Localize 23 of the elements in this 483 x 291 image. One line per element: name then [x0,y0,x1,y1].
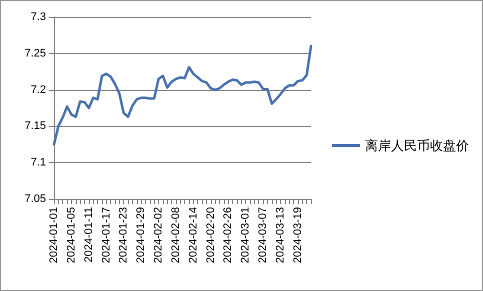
x-tick-label: 2024-02-14 [187,207,200,264]
y-tick-label: 7.15 [24,120,46,132]
x-tick-label: 2024-02-26 [222,207,234,264]
x-tick-label: 2024-03-07 [257,207,270,264]
y-tick-label: 7.3 [30,11,46,23]
y-tick-label: 7.2 [30,84,46,96]
x-tick-label: 2024-02-08 [170,207,182,264]
x-tick-label: 2024-01-11 [82,207,95,262]
x-tick-label: 2024-01-05 [65,207,78,264]
x-tick-label: 2024-01-23 [118,207,130,264]
x-tick-label: 2024-01-17 [100,207,112,264]
y-tick-label: 7.1 [30,156,46,169]
x-tick-label: 2024-02-02 [152,207,165,264]
line-series [52,44,312,146]
x-tick-label: 2024-01-29 [135,207,148,264]
x-tick-label: 2024-01-01 [48,207,60,264]
legend-label: 离岸人民币收盘价 [365,138,469,153]
y-tick-label: 7.05 [24,193,46,205]
x-tick-label: 2024-03-13 [274,207,287,264]
x-tick-label: 2024-03-01 [240,207,252,264]
y-tick-label: 7.25 [24,47,46,60]
x-tick-label: 2024-03-19 [292,207,304,264]
x-tick-label: 2024-02-20 [204,207,217,264]
